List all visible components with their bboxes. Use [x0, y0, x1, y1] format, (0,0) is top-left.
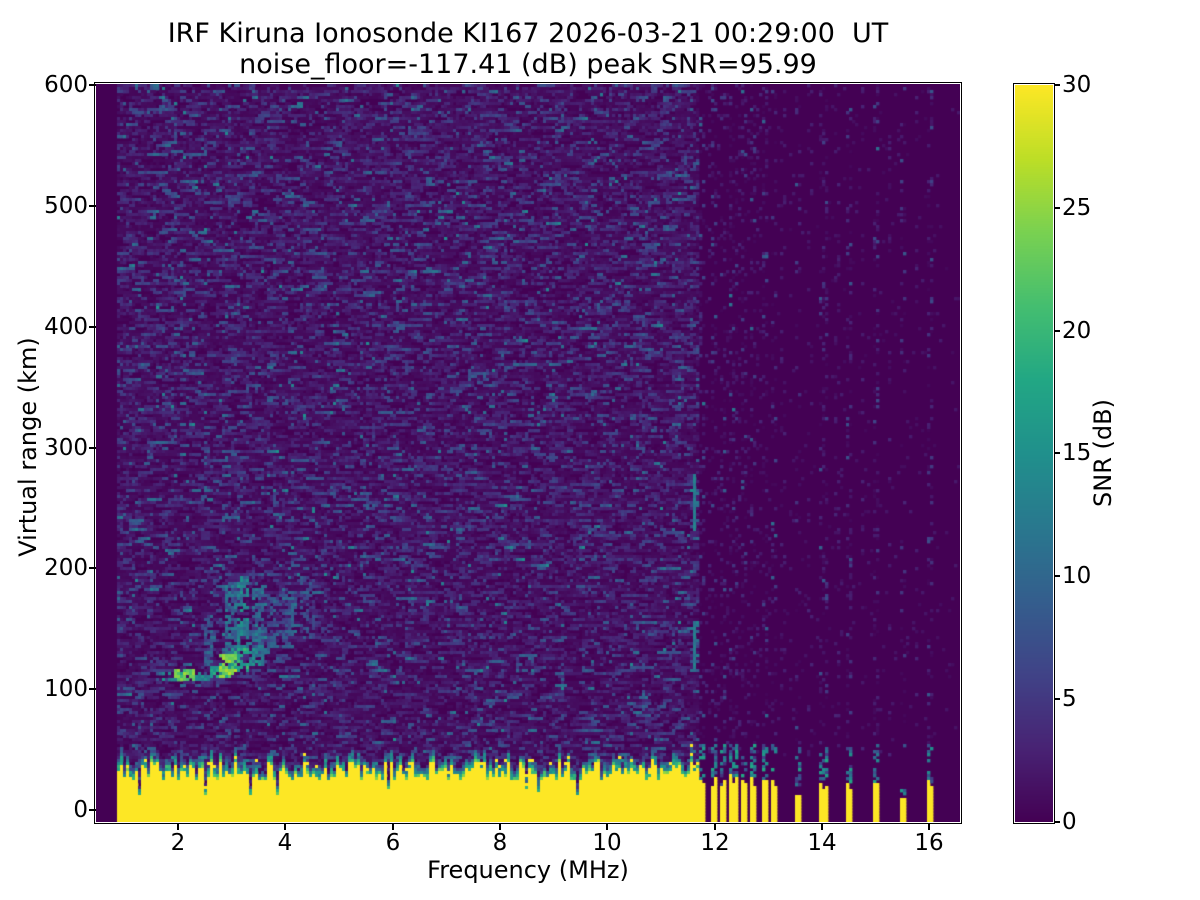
colorbar-tick-label: 20 — [1062, 318, 1092, 344]
x-tick-mark — [392, 823, 394, 830]
x-tick-mark — [606, 823, 608, 830]
y-tick-mark — [89, 205, 96, 207]
x-tick-mark — [928, 823, 930, 830]
x-axis-label: Frequency (MHz) — [427, 856, 629, 884]
x-tick-label: 4 — [277, 830, 293, 856]
x-tick-mark — [499, 823, 501, 830]
y-tick-mark — [89, 809, 96, 811]
colorbar-tick-label: 5 — [1062, 686, 1077, 712]
colorbar-tick-label: 10 — [1062, 563, 1092, 589]
y-tick-mark — [89, 567, 96, 569]
colorbar-tick-mark — [1054, 698, 1060, 700]
y-tick-label: 400 — [44, 314, 88, 340]
ionogram-heatmap — [96, 84, 960, 822]
colorbar-tick-mark — [1054, 452, 1060, 454]
figure-subtitle: noise_floor=-117.41 (dB) peak SNR=95.99 — [239, 49, 817, 80]
x-tick-label: 8 — [492, 830, 508, 856]
y-tick-label: 200 — [44, 555, 88, 581]
x-tick-label: 10 — [592, 830, 622, 856]
x-tick-mark — [714, 823, 716, 830]
x-tick-label: 16 — [914, 830, 944, 856]
colorbar-tick-mark — [1054, 330, 1060, 332]
y-tick-label: 300 — [44, 435, 88, 461]
y-tick-label: 500 — [44, 193, 88, 219]
x-tick-label: 14 — [807, 830, 837, 856]
x-tick-label: 2 — [170, 830, 186, 856]
colorbar-tick-label: 0 — [1062, 809, 1077, 835]
y-tick-label: 600 — [44, 72, 88, 98]
y-tick-mark — [89, 84, 96, 86]
x-tick-mark — [821, 823, 823, 830]
figure-title: IRF Kiruna Ionosonde KI167 2026-03-21 00… — [167, 18, 889, 49]
y-axis-label: Virtual range (km) — [14, 337, 42, 557]
y-tick-label: 0 — [73, 797, 88, 823]
colorbar — [1015, 85, 1053, 822]
y-tick-mark — [89, 688, 96, 690]
title-block: IRF Kiruna Ionosonde KI167 2026-03-21 00… — [96, 18, 960, 80]
colorbar-tick-mark — [1054, 821, 1060, 823]
x-tick-mark — [177, 823, 179, 830]
colorbar-tick-label: 15 — [1062, 440, 1092, 466]
y-tick-label: 100 — [44, 676, 88, 702]
x-tick-mark — [284, 823, 286, 830]
colorbar-tick-mark — [1054, 575, 1060, 577]
colorbar-label: SNR (dB) — [1089, 399, 1117, 507]
colorbar-tick-label: 30 — [1062, 72, 1092, 98]
colorbar-tick-mark — [1054, 207, 1060, 209]
y-tick-mark — [89, 326, 96, 328]
x-tick-label: 6 — [385, 830, 401, 856]
y-tick-mark — [89, 447, 96, 449]
x-tick-label: 12 — [700, 830, 730, 856]
colorbar-tick-label: 25 — [1062, 195, 1092, 221]
colorbar-tick-mark — [1054, 84, 1060, 86]
